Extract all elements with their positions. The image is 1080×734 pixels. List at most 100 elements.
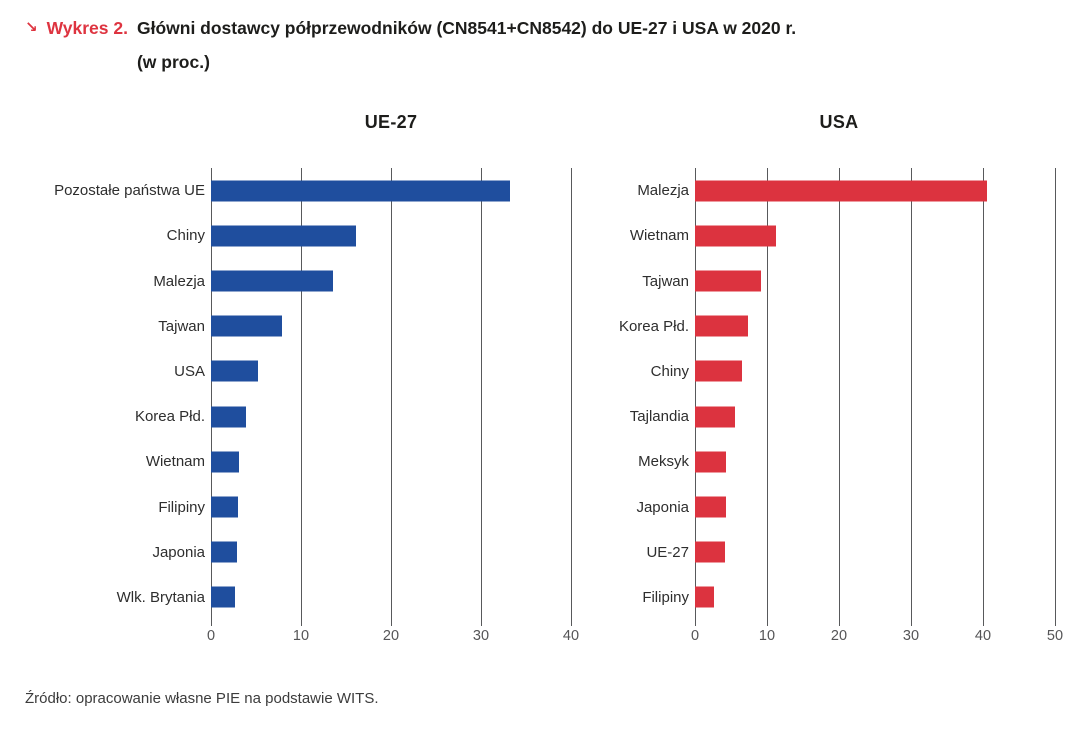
x-tick-label: 10 xyxy=(758,628,776,644)
category-label: Malezja xyxy=(153,272,205,290)
gridline xyxy=(481,168,482,626)
bar-track xyxy=(695,168,1055,213)
chart-row: Filipiny xyxy=(529,575,1055,620)
category-label: Meksyk xyxy=(638,453,689,471)
chart-usa: USA Malezja Wietnam Tajwan Korea Płd. Chiny T… xyxy=(529,100,1063,660)
bar xyxy=(211,496,238,518)
x-tick-label: 10 xyxy=(292,628,310,644)
bar-track xyxy=(695,484,1055,529)
category-label: Filipiny xyxy=(158,498,205,516)
bar xyxy=(695,270,762,292)
chart-row: Wlk. Brytania xyxy=(25,575,571,620)
bar xyxy=(695,541,726,563)
bar-track xyxy=(211,258,571,303)
category-label: Filipiny xyxy=(642,588,689,606)
category-label: Korea Płd. xyxy=(134,408,205,426)
figure-title-line1: Główni dostawcy półprzewodników (CN8541+… xyxy=(136,18,797,38)
bar-track xyxy=(211,439,571,484)
bar-rows-usa: Malezja Wietnam Tajwan Korea Płd. Chiny Tajla… xyxy=(529,168,1055,620)
chart-row: Japonia xyxy=(529,484,1055,529)
x-tick-label: 30 xyxy=(902,628,920,644)
category-label: Chiny xyxy=(166,227,205,245)
bar-track xyxy=(211,530,571,575)
gridline xyxy=(1055,168,1056,626)
arrow-down-right-icon: ↘ xyxy=(25,19,38,36)
category-label: Tajlandia xyxy=(629,408,689,426)
chart-row: Meksyk xyxy=(529,439,1055,484)
category-label: Chiny xyxy=(650,362,689,380)
chart-row: Chiny xyxy=(529,349,1055,394)
source-note: Źródło: opracowanie własne PIE na podsta… xyxy=(25,690,379,707)
chart-row: USA xyxy=(25,349,571,394)
category-label: Japonia xyxy=(152,543,205,561)
bar-track xyxy=(695,304,1055,349)
bar-track xyxy=(695,349,1055,394)
bar-track xyxy=(211,349,571,394)
category-label: UE-27 xyxy=(646,543,689,561)
bar xyxy=(695,225,777,247)
x-tick-label: 50 xyxy=(1046,628,1064,644)
category-label: Wietnam xyxy=(629,227,689,245)
gridline xyxy=(301,168,302,626)
chart-row: UE-27 xyxy=(529,530,1055,575)
bar xyxy=(695,451,726,473)
bar-rows-ue27: Pozostałe państwa UE Chiny Malezja Tajwan US… xyxy=(25,168,571,620)
chart-row: Wietnam xyxy=(529,213,1055,258)
x-tick-label: 0 xyxy=(206,628,216,644)
bar xyxy=(211,225,356,247)
gridlines-usa xyxy=(695,168,1056,626)
category-label: USA xyxy=(174,362,205,380)
bar xyxy=(211,586,236,608)
chart-row: Chiny xyxy=(25,213,571,258)
bar xyxy=(695,496,726,518)
x-tick-label: 20 xyxy=(830,628,848,644)
category-label: Wietnam xyxy=(145,453,205,471)
bar-track xyxy=(211,213,571,258)
chart-row: Malezja xyxy=(25,258,571,303)
category-label: Malezja xyxy=(637,182,689,200)
bar xyxy=(695,180,987,202)
gridline xyxy=(571,168,572,626)
figure-number: Wykres 2. xyxy=(46,18,128,38)
category-label: Korea Płd. xyxy=(618,317,689,335)
chart-row: Tajwan xyxy=(25,304,571,349)
category-label: Pozostałe państwa UE xyxy=(54,182,205,200)
bar xyxy=(695,406,735,428)
x-tick-label: 0 xyxy=(690,628,700,644)
chart-row: Tajwan xyxy=(529,258,1055,303)
category-label: Wlk. Brytania xyxy=(116,588,205,606)
x-tick-label: 20 xyxy=(382,628,400,644)
figure-title: ↘ Wykres 2. Główni dostawcy półprzewodni… xyxy=(25,11,796,79)
figure-title-text: Główni dostawcy półprzewodników (CN8541+… xyxy=(137,11,796,79)
figure-title-line2: (w proc.) xyxy=(136,52,210,72)
category-label: Japonia xyxy=(636,498,689,516)
chart-row: Malezja xyxy=(529,168,1055,213)
bar-track xyxy=(695,530,1055,575)
x-tick-label: 40 xyxy=(562,628,580,644)
bar-track xyxy=(695,439,1055,484)
bar xyxy=(211,360,258,382)
gridline xyxy=(839,168,840,626)
bar xyxy=(211,406,247,428)
chart-row: Wietnam xyxy=(25,439,571,484)
gridline xyxy=(767,168,768,626)
chart-title-usa: USA xyxy=(819,112,859,132)
bar-track xyxy=(211,484,571,529)
x-axis-ticks-usa: 0 10 20 30 40 50 xyxy=(691,628,1063,648)
bar-track xyxy=(211,394,571,439)
bar xyxy=(695,360,742,382)
bar-track xyxy=(211,168,571,213)
bar xyxy=(695,315,748,337)
chart-ue27: UE-27 Pozostałe państwa UE Chiny Malezja Ta… xyxy=(25,100,579,660)
gridline xyxy=(695,168,696,626)
bar-track xyxy=(211,575,571,620)
chart-row: Pozostałe państwa UE xyxy=(25,168,571,213)
chart-row: Japonia xyxy=(25,530,571,575)
bar xyxy=(211,541,238,563)
bar xyxy=(211,180,510,202)
gridline xyxy=(391,168,392,626)
gridline xyxy=(911,168,912,626)
x-axis-ticks-ue27: 0 10 20 30 40 xyxy=(207,628,579,648)
chart-row: Korea Płd. xyxy=(529,304,1055,349)
